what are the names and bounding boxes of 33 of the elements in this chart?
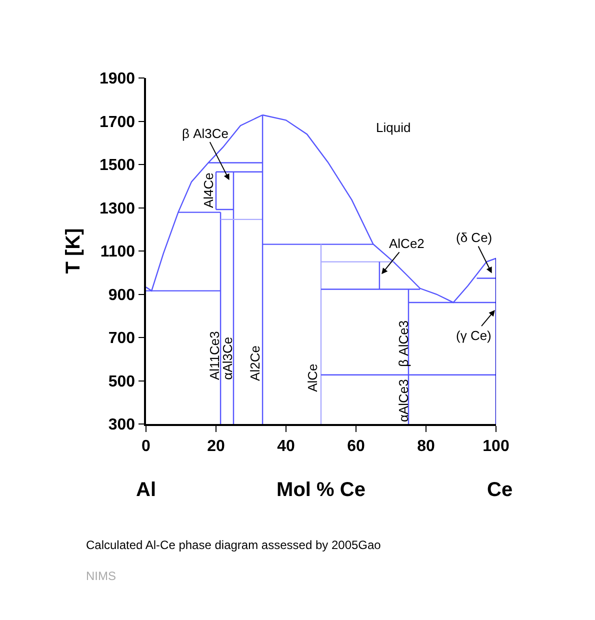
y-tick-label: 1100: [100, 244, 136, 261]
x-tick-label: 0: [142, 438, 151, 455]
y-tick-label: 1300: [99, 200, 136, 218]
y-tick-label: 700: [108, 330, 136, 348]
annotation: Al4Ce: [200, 172, 216, 208]
y-tick-label: 1500: [99, 157, 136, 174]
annotation: Al11Ce3: [206, 331, 222, 380]
annotation: Al2Ce: [248, 346, 263, 381]
y-tick-label: 1700: [99, 114, 136, 131]
x-axis-title: Mol % Ce: [276, 478, 366, 501]
annotation: Liquid: [376, 120, 411, 135]
x-tick-label: 40: [277, 438, 295, 455]
annotation: (γ Ce): [456, 328, 492, 343]
text: NIMS: [86, 569, 116, 583]
x-tick-label: 60: [347, 438, 365, 455]
y-tick-label: 300: [108, 416, 136, 434]
x-tick-label: 80: [417, 438, 435, 455]
annotation: (δ Ce): [456, 230, 492, 245]
text: Al: [136, 479, 156, 501]
text: Ce: [487, 479, 513, 501]
y-tick-label: 1900: [99, 70, 136, 88]
text: Calculated Al-Ce phase diagram assessed by 2005Gao: [86, 538, 382, 552]
x-tick-label: 20: [207, 438, 225, 455]
annotation: αAlCe3: [396, 379, 411, 422]
y-axis-title: T [K]: [62, 228, 84, 274]
x-tick-label: 100: [482, 438, 510, 455]
y-tick-label: 900: [108, 286, 136, 304]
annotation: β AlCe3: [396, 320, 411, 367]
annotation: AlCe2: [389, 236, 424, 251]
annotation: β Al3Ce: [182, 126, 228, 141]
y-tick-label: 500: [108, 373, 136, 390]
annotation: αAl3Ce: [220, 336, 235, 380]
annotation: AlCe: [304, 364, 320, 392]
